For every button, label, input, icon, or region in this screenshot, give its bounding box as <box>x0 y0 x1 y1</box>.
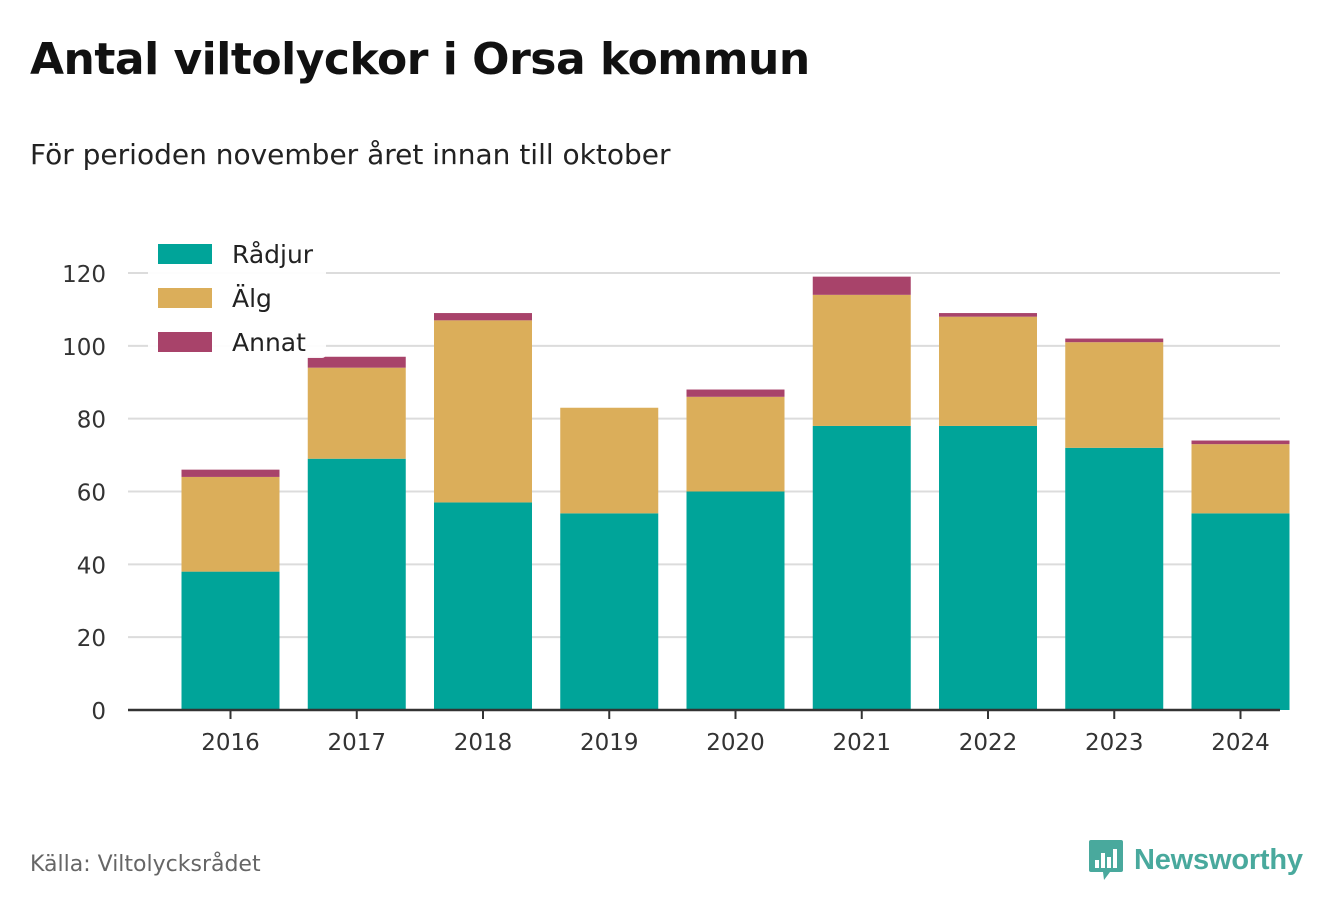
y-tick-label: 40 <box>77 553 106 579</box>
bar-segment <box>939 316 1037 426</box>
bar-segment <box>812 294 911 426</box>
legend-swatch <box>158 244 212 264</box>
bar-segment <box>812 276 911 295</box>
y-tick-label: 120 <box>62 262 106 288</box>
y-tick-label: 60 <box>77 481 106 507</box>
bar-segment <box>307 356 406 368</box>
bar-segment <box>181 476 280 572</box>
x-tick-label: 2016 <box>201 730 260 756</box>
bar-segment <box>181 469 280 477</box>
bar-segment <box>1191 444 1290 514</box>
y-tick-label: 100 <box>62 335 106 361</box>
x-tick-label: 2023 <box>1085 730 1144 756</box>
bar-segment <box>434 502 532 710</box>
bar-segment <box>686 396 785 492</box>
bar-segment <box>939 313 1037 317</box>
y-tick-label: 0 <box>91 699 106 725</box>
bar-segment <box>1191 440 1290 445</box>
newsworthy-logo-icon <box>1089 840 1123 880</box>
bar-segment <box>686 389 785 397</box>
brand-name: Newsworthy <box>1134 843 1303 876</box>
source-note: Källa: Viltolycksrådet <box>30 852 261 877</box>
bar-segment <box>434 320 532 503</box>
y-tick-label: 20 <box>77 626 106 652</box>
bar-segment <box>1065 338 1164 343</box>
x-tick-label: 2018 <box>454 730 513 756</box>
x-tick-label: 2020 <box>706 730 765 756</box>
bars <box>181 276 1290 710</box>
bar-segment <box>560 513 659 710</box>
bar-segment <box>307 458 406 710</box>
legend-swatch <box>158 332 212 352</box>
bar-segment <box>307 367 406 459</box>
axes: 0 20 40 60 80 100 120 2016 2017 2018 2019 2020 2021 2… <box>62 262 1280 756</box>
bar-segment <box>686 491 785 710</box>
legend-swatch <box>158 288 212 308</box>
legend-label: Annat <box>232 328 306 357</box>
bar-segment <box>1065 342 1164 448</box>
chart-title: Antal viltolyckor i Orsa kommun <box>30 34 810 85</box>
x-tick-label: 2022 <box>959 730 1018 756</box>
bar-segment <box>181 571 280 710</box>
y-tick-label: 80 <box>77 408 106 434</box>
legend-background <box>148 234 326 358</box>
bar-segment <box>434 313 532 321</box>
x-tick-label: 2024 <box>1211 730 1270 756</box>
chart-subtitle: För perioden november året innan till ok… <box>30 138 671 171</box>
bar-segment <box>1191 513 1290 710</box>
legend: Rådjur Älg Annat <box>148 234 326 358</box>
bar-segment <box>939 425 1037 710</box>
bar-segment <box>812 425 911 710</box>
legend-label: Älg <box>232 284 272 313</box>
x-tick-label: 2019 <box>580 730 639 756</box>
brand-logo: Newsworthy <box>1088 838 1303 882</box>
legend-label: Rådjur <box>232 240 314 269</box>
x-tick-label: 2017 <box>327 730 386 756</box>
bar-segment <box>560 407 659 514</box>
bar-segment <box>1065 447 1164 710</box>
x-tick-label: 2021 <box>832 730 891 756</box>
